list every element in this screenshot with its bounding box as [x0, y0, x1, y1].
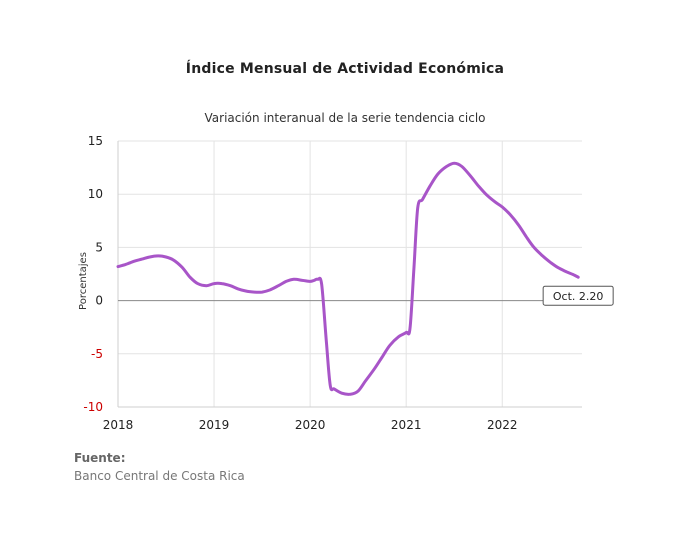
- x-tick-label: 2019: [199, 418, 230, 432]
- y-tick-label: 0: [95, 294, 103, 308]
- axes: [117, 141, 582, 408]
- x-tick-label: 2020: [295, 418, 326, 432]
- x-tick-labels: 2018 2019 2020 2021 2022: [103, 418, 518, 432]
- series-group: [116, 161, 580, 396]
- source-value: Banco Central de Costa Rica: [74, 469, 245, 483]
- chart-subtitle: Variación interanual de la serie tendenc…: [204, 111, 486, 125]
- y-tick-label: 5: [95, 240, 103, 254]
- y-tick-label: 10: [88, 187, 103, 201]
- x-tick-label: 2021: [391, 418, 422, 432]
- y-tick-label: 15: [88, 134, 103, 148]
- annotation-group: Oct. 2.20: [542, 285, 614, 306]
- annotation-label: Oct. 2.20: [553, 290, 604, 303]
- annotation-box: [542, 285, 614, 306]
- series-line: [116, 161, 580, 396]
- chart-title: Índice Mensual de Actividad Económica: [185, 61, 505, 77]
- y-tick-labels: 15 10 5 0 -5 -10: [83, 134, 103, 414]
- x-tick-label: 2022: [487, 418, 518, 432]
- x-tick-label: 2018: [103, 418, 134, 432]
- source-label: Fuente:: [74, 451, 126, 465]
- grid-lines: [118, 140, 582, 408]
- y-tick-label: -10: [83, 400, 103, 414]
- y-axis-label: Porcentajes: [78, 252, 89, 310]
- y-tick-label: -5: [91, 347, 103, 361]
